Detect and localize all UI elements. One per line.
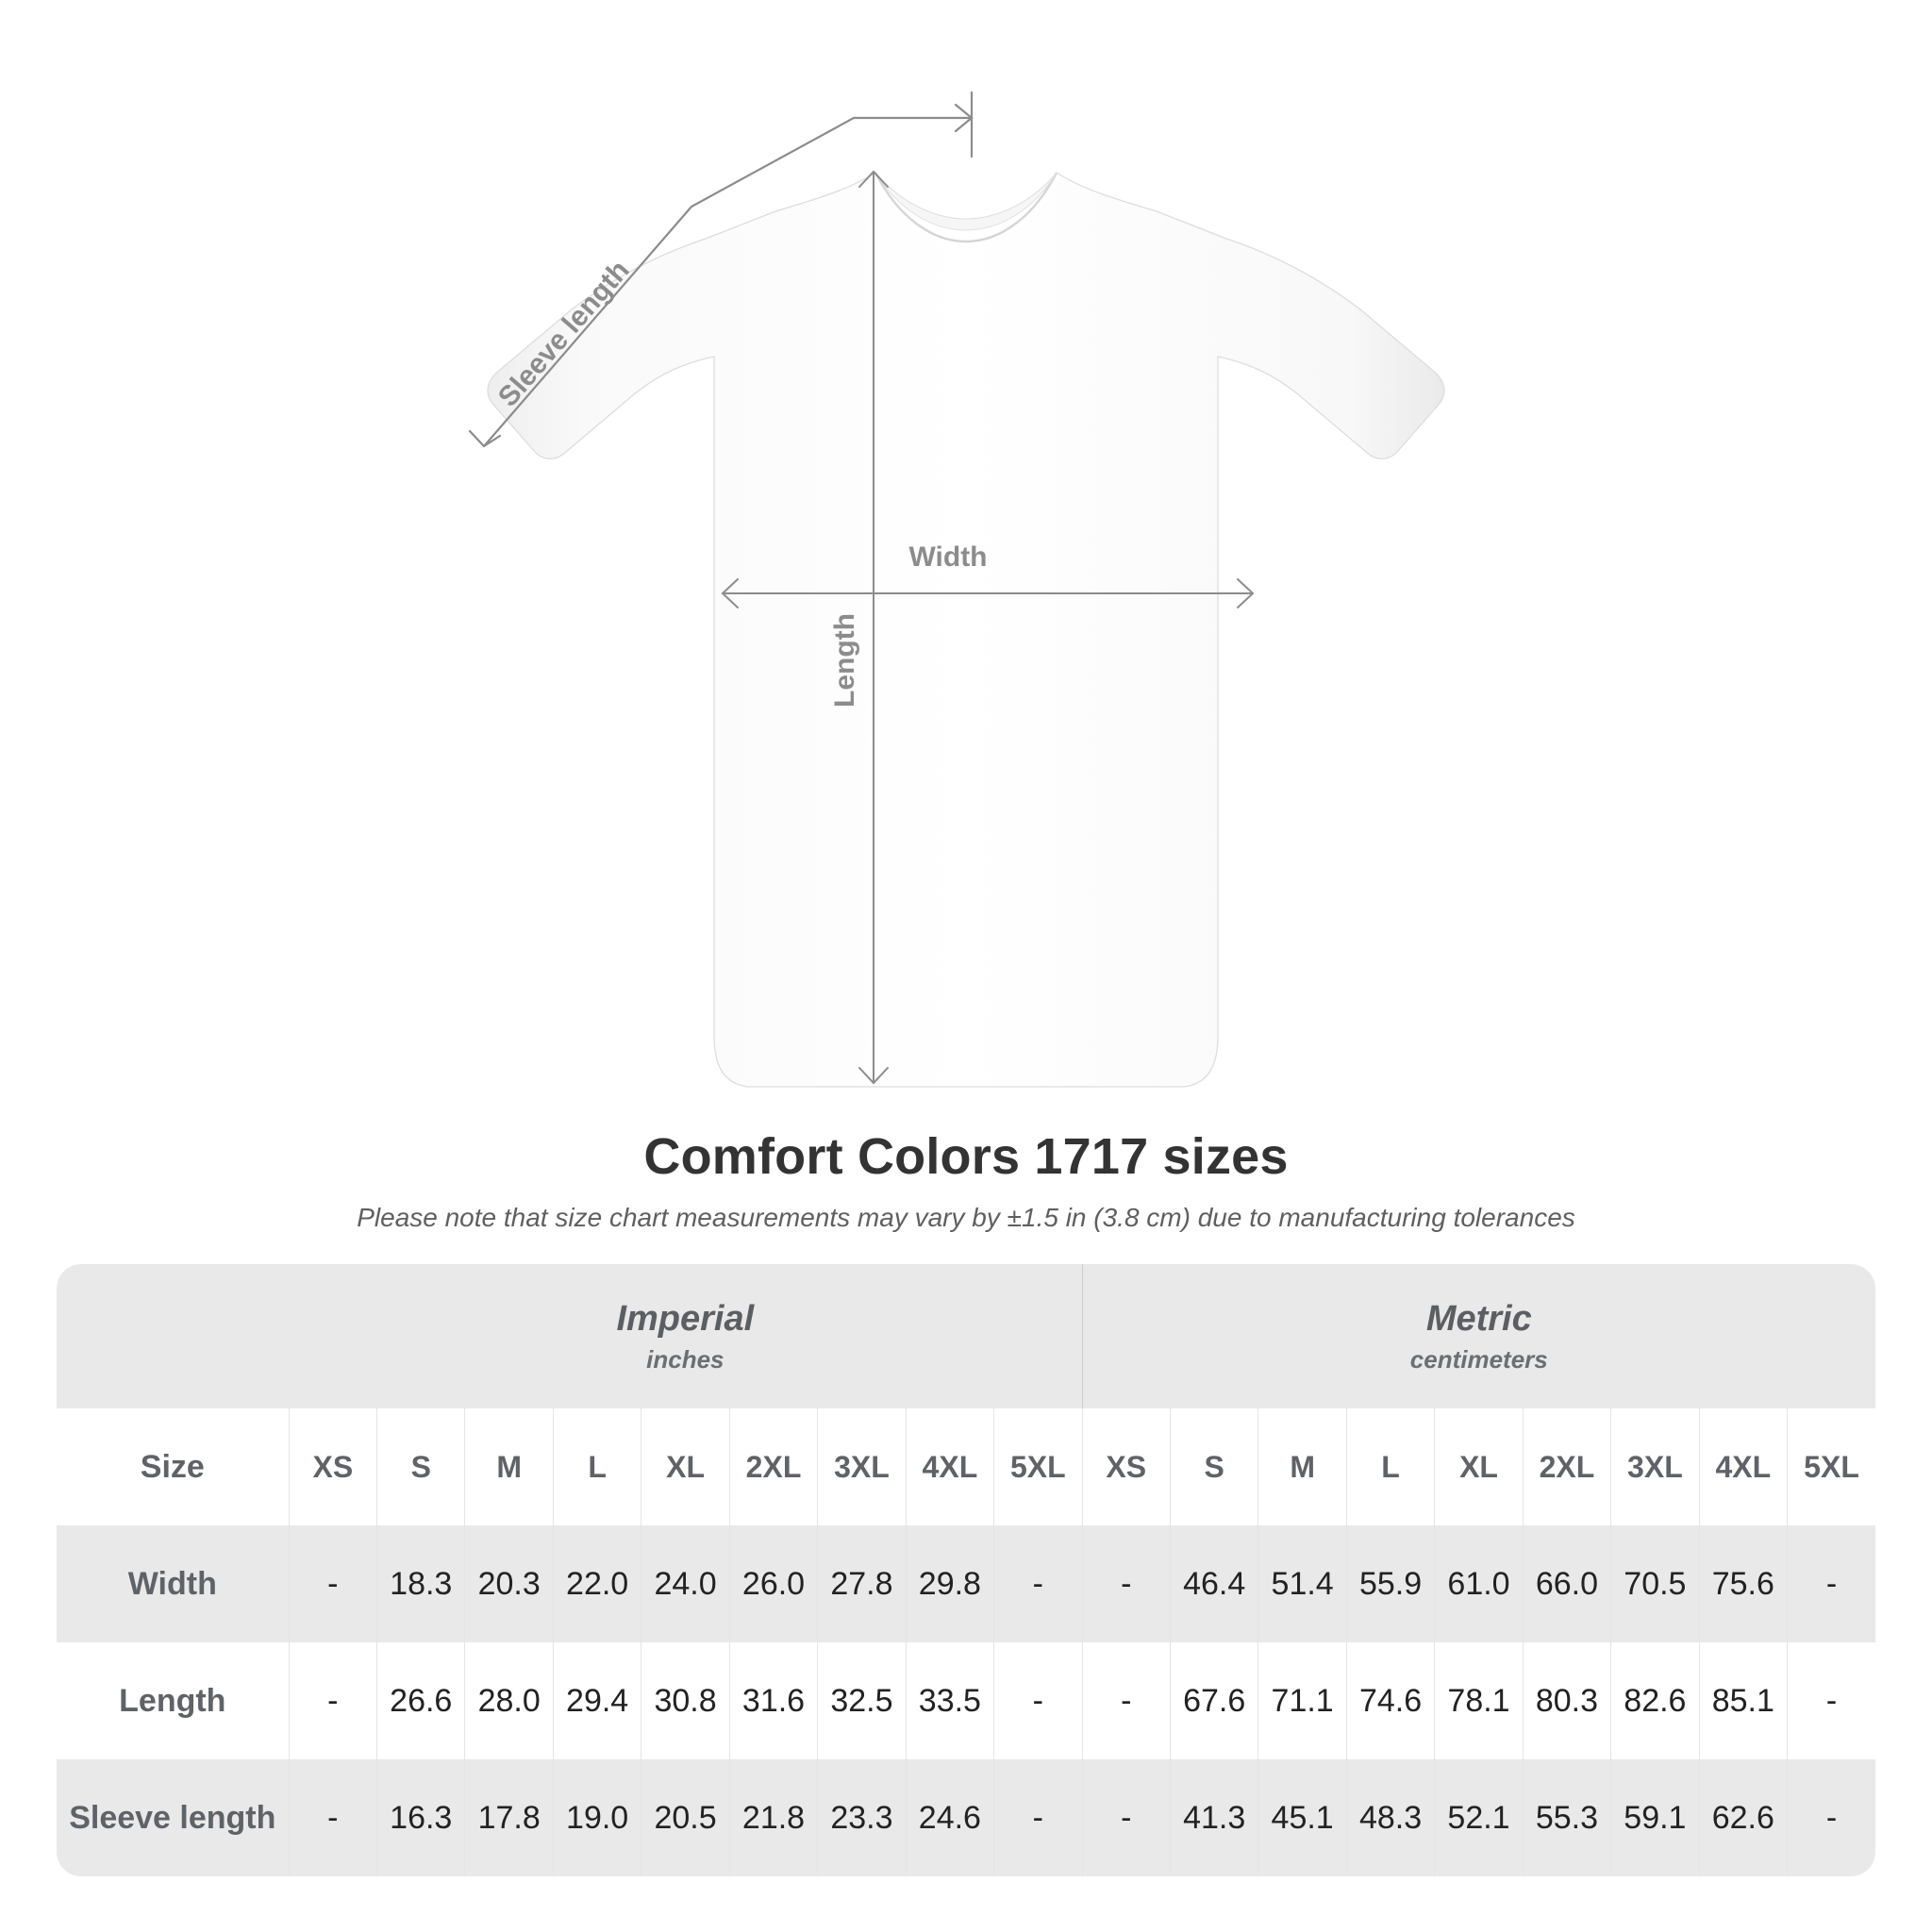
svg-text:Length: Length	[829, 613, 860, 708]
svg-text:Width: Width	[908, 541, 987, 573]
